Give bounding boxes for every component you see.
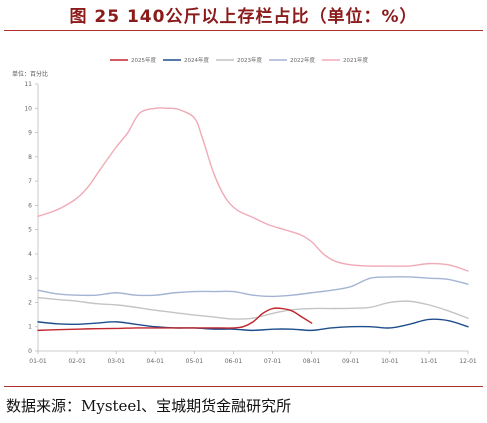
series-line (37, 307, 313, 332)
x-tick-label: 02-01 (68, 358, 86, 365)
y-tick-label: 3 (28, 275, 32, 282)
x-tick-label: 07-01 (264, 358, 282, 365)
x-tick-label: 09-01 (342, 358, 360, 365)
series-lines (37, 107, 469, 332)
title-rule (4, 30, 483, 31)
y-tick-label: 8 (28, 154, 32, 161)
x-tick-label: 11-01 (420, 358, 438, 365)
y-tick-label: 7 (28, 178, 32, 185)
x-tick-label: 01-01 (29, 358, 47, 365)
y-tick-label: 4 (28, 251, 32, 258)
x-tick-label: 04-01 (147, 358, 165, 365)
unit-label: 单位：百分比 (12, 70, 48, 78)
y-tick-label: 0 (28, 348, 32, 355)
x-tick-label: 12-01 (459, 358, 477, 365)
y-tick-label: 11 (24, 81, 32, 88)
figure-title: 图 25 140公斤以上存栏占比（单位：%） (69, 7, 418, 27)
y-tick-label: 6 (28, 202, 32, 209)
x-axis: 01-01 02-01 03-01 04-01 05-01 06-01 07-01 08-01… (29, 350, 477, 365)
series-line (37, 107, 469, 272)
y-tick-label: 1 (28, 324, 32, 331)
x-tick-label: 06-01 (225, 358, 243, 365)
series-line (37, 318, 469, 332)
source-note: 数据来源：Mysteel、宝城期货金融研究所 (6, 397, 292, 415)
series-line (37, 296, 469, 320)
x-tick-label: 03-01 (107, 358, 125, 365)
y-tick-label: 10 (24, 105, 32, 112)
x-tick-label: 10-01 (381, 358, 399, 365)
y-tick-label: 5 (28, 227, 32, 234)
legend-label: 2025年度 (131, 56, 156, 64)
line-chart: 2025年度 2024年度 2023年度 2022年度 2021年度 单位：百分比 01… (12, 56, 477, 365)
legend: 2025年度 2024年度 2023年度 2022年度 2021年度 (110, 56, 368, 64)
y-tick-label: 9 (28, 130, 32, 137)
y-axis: 0 1 2 3 4 5 6 7 8 9 10 11 (24, 81, 39, 355)
source-rule (4, 386, 483, 387)
legend-label: 2022年度 (290, 56, 315, 64)
x-tick-label: 08-01 (303, 358, 321, 365)
y-tick-label: 2 (28, 299, 32, 306)
legend-label: 2023年度 (237, 56, 262, 64)
legend-label: 2024年度 (184, 56, 209, 64)
series-line (37, 276, 469, 298)
x-tick-label: 05-01 (186, 358, 204, 365)
legend-label: 2021年度 (343, 56, 368, 64)
